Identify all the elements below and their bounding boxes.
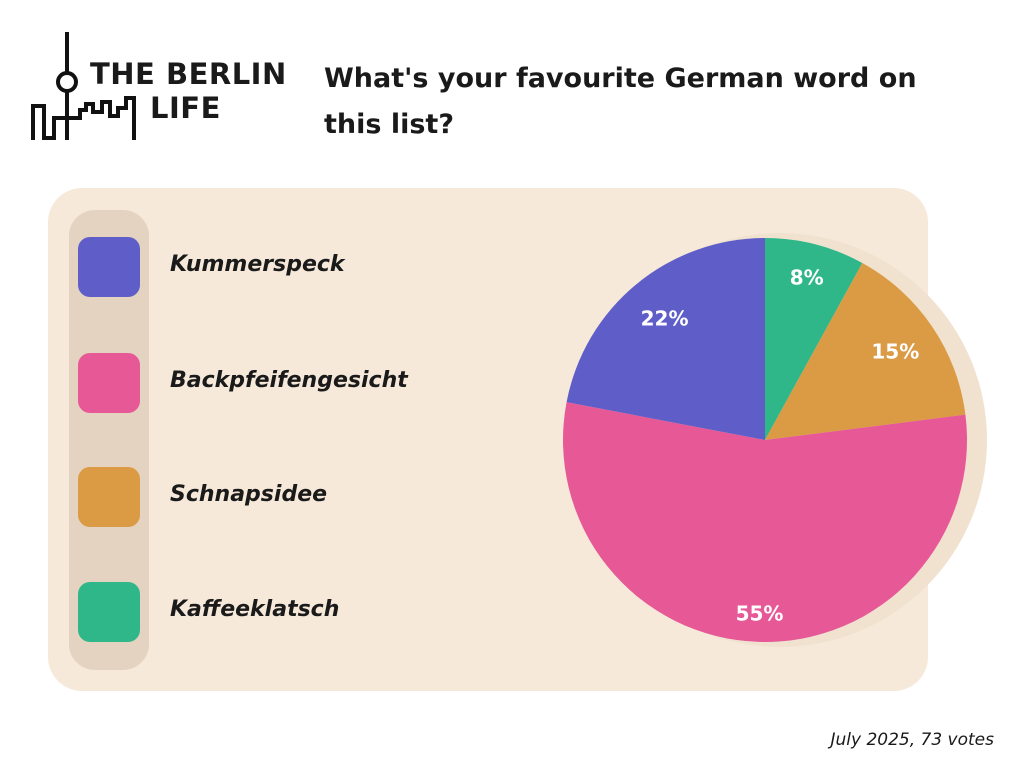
brand-logo: THE BERLIN LIFE (30, 32, 290, 144)
legend-item-kaffeeklatsch: Kaffeeklatsch (78, 582, 478, 644)
logo-text-line1: THE BERLIN (90, 57, 287, 91)
legend-swatch (78, 467, 140, 527)
legend-swatch (78, 353, 140, 413)
pie-label-backpfeifengesicht: 55% (736, 602, 784, 626)
pie-slice-backpfeifengesicht (563, 402, 967, 642)
legend-item-schnapsidee: Schnapsidee (78, 467, 478, 529)
legend-swatch (78, 582, 140, 642)
chart-title: What's your favourite German word on thi… (324, 63, 917, 140)
pie-label-schnapsidee: 15% (871, 339, 919, 363)
legend-label: Schnapsidee (170, 482, 328, 507)
legend-label: Backpfeifengesicht (170, 368, 408, 393)
pie-slice-kummerspeck (566, 238, 765, 440)
pie-slice-schnapsidee (765, 262, 966, 440)
tv-tower-skyline-icon (31, 32, 136, 140)
legend-label: Kaffeeklatsch (170, 597, 340, 622)
legend-item-kummerspeck: Kummerspeck (78, 237, 478, 299)
pie-slice-kaffeeklatsch (765, 238, 863, 440)
legend-item-backpfeifengesicht: Backpfeifengesicht (78, 353, 478, 415)
vote-footnote: July 2025, 73 votes (830, 730, 994, 750)
pie-label-kummerspeck: 22% (641, 307, 689, 331)
logo-text-line2: LIFE (150, 91, 221, 125)
pie-chart: 8% 15% 55% 22% (563, 233, 987, 647)
pie-label-kaffeeklatsch: 8% (790, 266, 824, 290)
legend-label: Kummerspeck (170, 252, 345, 277)
legend-swatch (78, 237, 140, 297)
